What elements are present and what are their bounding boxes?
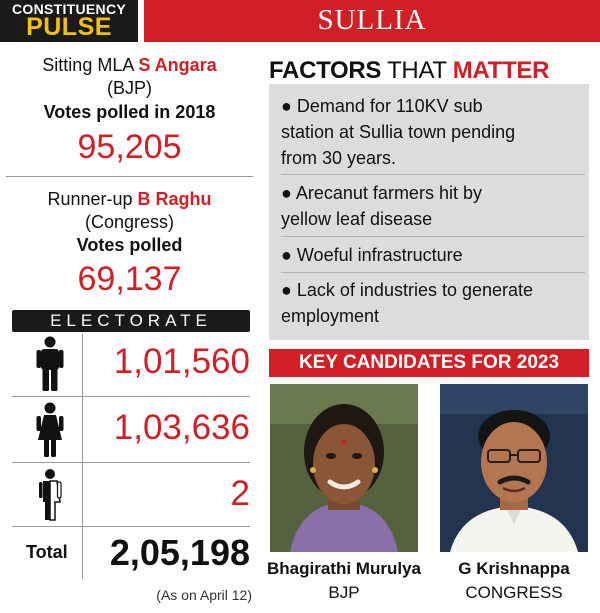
electorate-heading: ELECTORATE [50, 311, 212, 330]
candidate-name-bjp: Bhagirathi Murulya [267, 559, 421, 578]
brand-line-pulse: PULSE [26, 13, 112, 41]
sitting-mla-line: Sitting MLA S Angara [6, 54, 253, 76]
factor-item-continued: station at Sullia town pending [281, 122, 516, 142]
electorate-female-value: 1,03,636 [113, 408, 250, 447]
factor-separator [281, 174, 585, 175]
electorate-third-gender-value: 2 [230, 474, 250, 513]
electorate-heading-bar [12, 310, 250, 332]
electorate-row-divider [12, 526, 250, 527]
third-gender-icon [39, 469, 62, 521]
electorate-total-label: Total [26, 542, 68, 562]
electorate-row-divider [12, 396, 250, 397]
candidate-portrait-man-icon [440, 384, 588, 552]
electorate-total-value: 2,05,198 [109, 532, 250, 573]
sitting-mla-prefix: Sitting MLA [42, 55, 139, 75]
electorate-as-on-note: (As on April 12) [156, 587, 252, 603]
runnerup-line: Runner-up B Raghu [6, 188, 253, 210]
runnerup-votes-value: 69,137 [77, 260, 182, 298]
runnerup-votes-label: Votes polled [76, 235, 183, 255]
candidate-name-congress: G Krishnappa [458, 559, 570, 578]
male-icon [36, 336, 64, 391]
page-title: SULLIA [317, 4, 427, 36]
runnerup-party: (Congress) [84, 212, 175, 232]
electorate-male-value: 1,01,560 [113, 342, 250, 381]
factor-item: ● Lack of industries to generate [281, 280, 534, 300]
factors-heading-word2: THAT [381, 57, 453, 84]
key-candidates-heading: KEY CANDIDATES FOR 2023 [298, 352, 560, 373]
bullet-icon: ● [281, 183, 292, 203]
factor-item-continued: from 30 years. [281, 148, 397, 168]
sitting-votes-value: 95,205 [77, 128, 182, 166]
bullet-icon: ● [281, 280, 292, 300]
sitting-mla-party: (BJP) [107, 78, 152, 98]
runnerup-name: B Raghu [137, 189, 212, 209]
key-candidates-bar [269, 349, 589, 377]
factor-separator [281, 236, 585, 237]
title-bar [144, 0, 600, 42]
candidate-photo-bjp [270, 384, 418, 552]
sitting-votes-label: Votes polled in 2018 [43, 102, 216, 122]
factor-item: ● Arecanut farmers hit by [281, 183, 482, 203]
electorate-vertical-divider [82, 334, 83, 579]
candidate-photo-congress [440, 384, 588, 552]
candidate-party-congress: CONGRESS [465, 583, 563, 602]
sitting-mla-name: S Angara [138, 55, 217, 75]
factor-item: ● Demand for 110KV sub [281, 96, 483, 116]
factors-box [269, 84, 589, 340]
female-icon [36, 402, 64, 457]
bullet-icon: ● [281, 96, 292, 116]
divider [6, 176, 253, 177]
bullet-icon: ● [281, 245, 292, 265]
factors-heading-word1: FACTORS [269, 57, 382, 84]
factor-item: ● Woeful infrastructure [281, 245, 463, 265]
candidate-party-bjp: BJP [328, 583, 360, 602]
factor-item-continued: employment [281, 306, 380, 326]
brand-line-constituency: CONSTITUENCY [11, 1, 127, 17]
candidate-portrait-woman-icon [270, 384, 418, 552]
factor-item-continued: yellow leaf disease [281, 209, 433, 229]
runnerup-prefix: Runner-up [47, 189, 138, 209]
factors-heading: FACTORS THAT MATTER [269, 57, 549, 85]
factors-heading-word3: MATTER [452, 57, 550, 84]
factor-separator [281, 272, 585, 273]
brand-block [0, 0, 138, 42]
electorate-row-divider [12, 462, 250, 463]
